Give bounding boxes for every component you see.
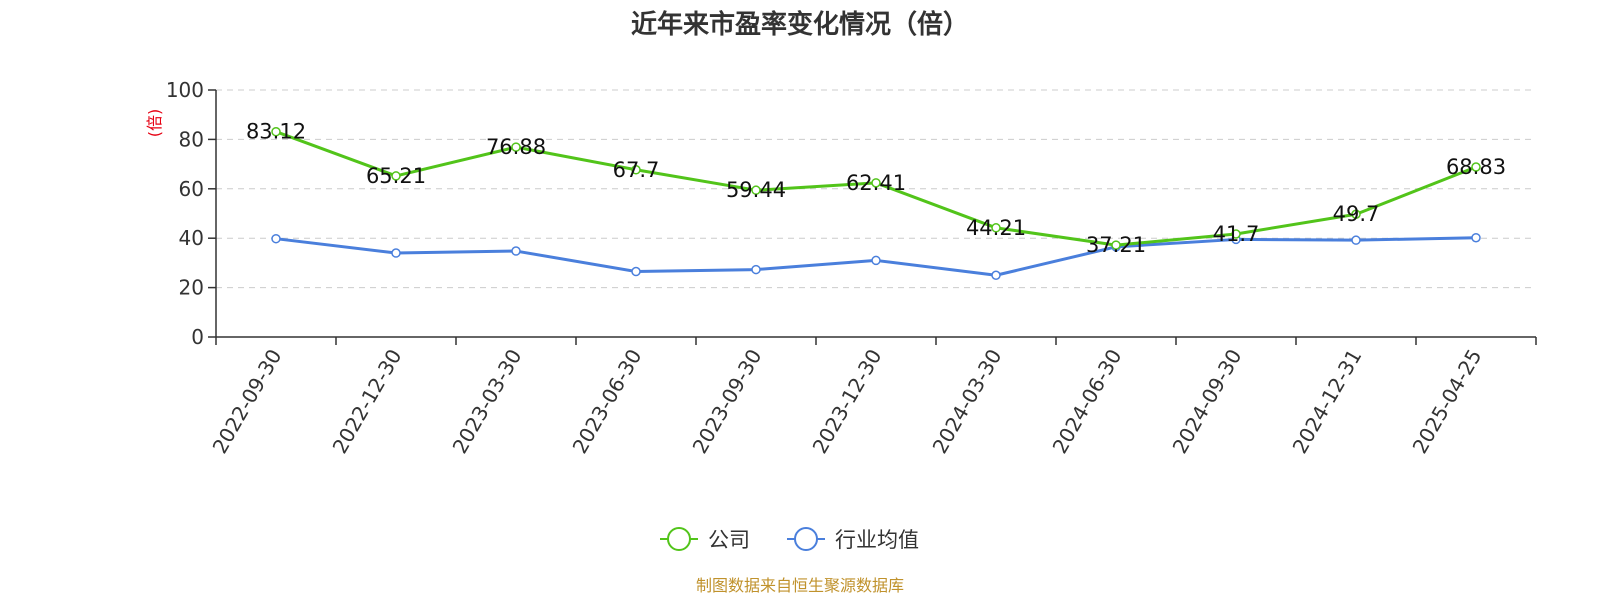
y-axis-label: (倍) (145, 109, 164, 138)
data-point[interactable] (1471, 162, 1481, 172)
data-label: 49.7 (1333, 202, 1380, 226)
x-tick-label: 2024-03-30 (927, 345, 1006, 458)
x-tick-label: 2024-12-31 (1287, 345, 1366, 458)
data-point[interactable] (511, 142, 521, 152)
x-tick-label: 2024-09-30 (1167, 345, 1246, 458)
data-label: 68.83 (1446, 155, 1506, 179)
legend-marker-icon (667, 527, 691, 551)
y-tick-label: 60 (179, 177, 204, 201)
data-point[interactable] (391, 171, 401, 181)
data-label: 59.44 (726, 178, 786, 202)
y-tick-label: 0 (191, 325, 204, 349)
gridlines (216, 89, 1536, 289)
data-point[interactable] (751, 185, 761, 195)
y-tick-label: 100 (166, 78, 204, 102)
data-point[interactable] (871, 255, 881, 266)
legend-item-industry-average[interactable]: 行业均值 (787, 527, 919, 552)
x-tick-label: 2023-09-30 (687, 345, 766, 458)
x-tick-label: 2023-12-30 (807, 345, 886, 458)
legend-label: 公司 (708, 528, 750, 552)
data-point[interactable] (1351, 209, 1361, 219)
data-point[interactable] (991, 223, 1001, 233)
x-tick-label: 2024-06-30 (1047, 345, 1126, 458)
y-tick-label: 40 (179, 226, 204, 250)
legend-label: 行业均值 (835, 528, 919, 552)
series-layer (271, 126, 1481, 280)
data-point[interactable] (631, 266, 641, 277)
legend-marker-icon (794, 527, 818, 551)
x-tick-label: 2023-03-30 (447, 345, 526, 458)
data-point[interactable] (271, 233, 281, 244)
y-tick-label: 80 (179, 127, 204, 151)
data-point[interactable] (1471, 232, 1481, 243)
data-point[interactable] (511, 246, 521, 256)
data-label: 44.21 (966, 216, 1026, 240)
data-label: 62.41 (846, 171, 906, 195)
data-point[interactable] (751, 264, 761, 275)
data-point[interactable] (1111, 240, 1121, 250)
data-label: 67.7 (613, 158, 660, 182)
axes: 0 20 40 60 80 100 2022-09-30 2022-12-30 2023-03-… (166, 78, 1537, 458)
series-company (271, 126, 1481, 250)
legend-item-company[interactable]: 公司 (660, 527, 750, 552)
data-point[interactable] (631, 165, 641, 175)
data-point[interactable] (271, 126, 281, 137)
legend[interactable]: 公司 行业均值 (660, 527, 919, 552)
data-label: 37.21 (1086, 233, 1146, 257)
y-tick-label: 20 (179, 276, 204, 300)
x-tick-label: 2022-12-30 (327, 345, 406, 458)
data-label: 65.21 (366, 164, 426, 188)
data-point[interactable] (1351, 235, 1361, 245)
series-industry-average (271, 232, 1481, 280)
data-label: 83.12 (246, 120, 306, 144)
data-point[interactable] (1231, 229, 1241, 239)
data-labels: 83.12 65.21 76.88 67.7 59.44 62.41 44.21 37.21 4… (246, 120, 1506, 257)
x-tick-label: 2025-04-25 (1407, 345, 1486, 458)
data-point[interactable] (391, 248, 401, 258)
source-note: 制图数据来自恒生聚源数据库 (696, 576, 904, 595)
data-label: 41.7 (1213, 222, 1260, 246)
data-point[interactable] (991, 270, 1001, 280)
data-label: 76.88 (486, 135, 546, 159)
data-point[interactable] (871, 178, 881, 188)
x-tick-label: 2023-06-30 (567, 345, 646, 458)
chart-title: 近年来市盈率变化情况（倍） (631, 9, 969, 40)
x-tick-label: 2022-09-30 (207, 345, 286, 458)
